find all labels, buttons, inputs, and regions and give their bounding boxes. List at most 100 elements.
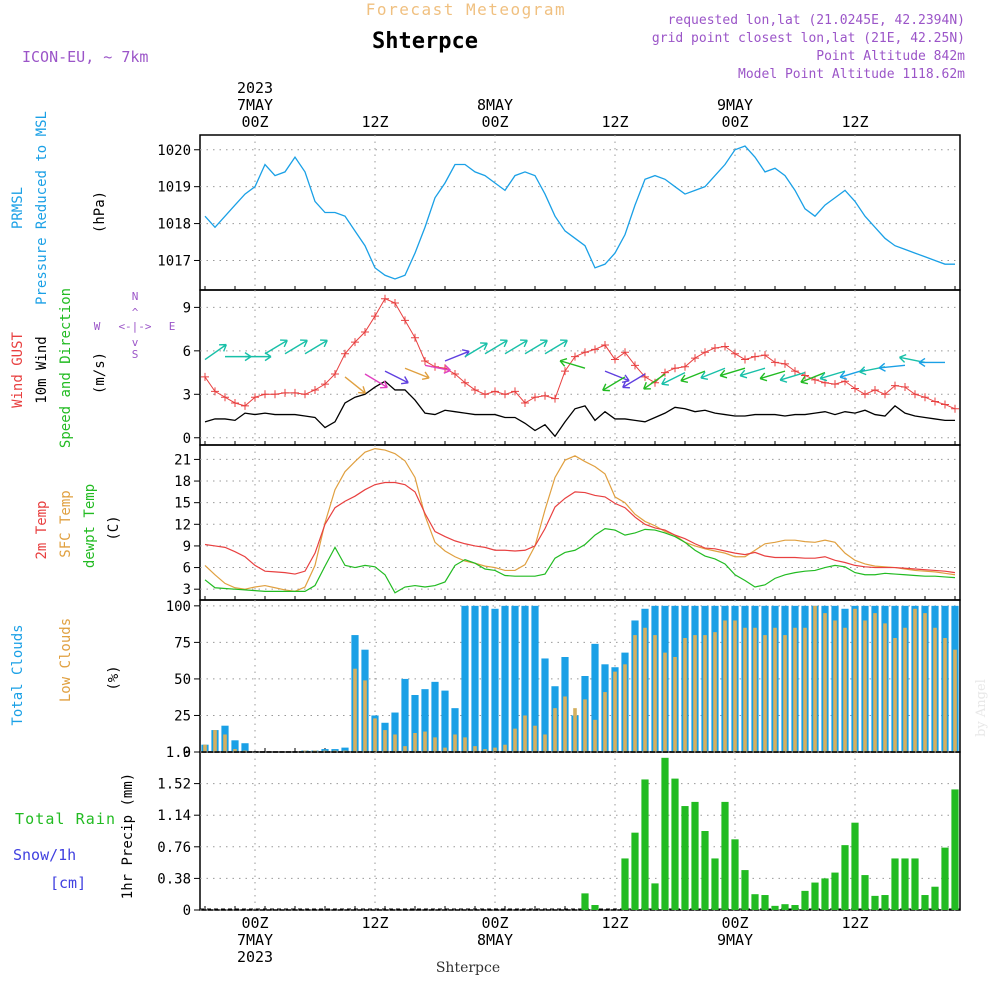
wind-dir-arrow: [264, 339, 288, 355]
time-label: 2023: [237, 79, 273, 97]
gust-marker: [941, 400, 949, 409]
gust-marker: [331, 370, 339, 379]
panel-data: [201, 294, 959, 438]
low-cloud-bar: [873, 613, 877, 752]
wind-labels: Wind GUST 10m Wind Speed and Direction (…: [10, 288, 175, 448]
low-cloud-bar: [643, 627, 647, 752]
gust-marker: [631, 361, 639, 370]
gust-marker: [741, 355, 749, 364]
gust-marker: [401, 316, 409, 325]
snow-label: Snow/1h: [13, 846, 76, 864]
time-label: 00Z: [481, 914, 508, 932]
low-cloud-bar: [793, 627, 797, 752]
temp-unit: (C): [106, 515, 122, 540]
low-cloud-bar: [213, 730, 217, 752]
low-cloud-bar: [693, 635, 697, 752]
temp-dewpt-line: [204, 528, 956, 594]
time-label: 8MAY: [477, 96, 513, 114]
total-cloud-bar: [481, 605, 489, 752]
pressure-unit: (hPa): [92, 191, 108, 233]
wind-dir-arrow: [204, 343, 227, 361]
gust-marker: [611, 355, 619, 364]
gust-marker: [381, 294, 389, 303]
y-tick-label: 6: [183, 344, 191, 360]
gust-marker: [551, 394, 559, 403]
time-label: 8MAY: [477, 931, 513, 949]
gust-marker: [421, 356, 429, 365]
low-cloud-bar: [453, 734, 457, 752]
gust-marker: [711, 343, 719, 352]
wind-dir-arrow: [484, 339, 508, 355]
gust-marker: [241, 401, 249, 410]
low-cloud-bar: [923, 613, 927, 752]
rain-bar: [791, 905, 799, 910]
y-tick-label: 12: [174, 517, 191, 533]
y-tick-label: 50: [174, 672, 191, 688]
gust-marker: [701, 348, 709, 357]
rain-bar: [651, 883, 659, 910]
low-cloud-bar: [363, 680, 367, 752]
gust-marker: [681, 362, 689, 371]
wind-dir-arrow: [918, 357, 945, 368]
gust-marker: [541, 391, 549, 400]
y-tick-label: 9: [183, 300, 191, 316]
gust-marker: [251, 393, 259, 402]
low-cloud-bar: [913, 608, 917, 752]
y-tick-label: 1018: [157, 217, 191, 233]
gust-marker: [861, 390, 869, 399]
low-cloud-bar: [673, 657, 677, 752]
gust-marker: [831, 380, 839, 389]
panel-frame: [199, 444, 961, 601]
pressure-labels: PRMSL Pressure Reduced to MSL (hPa): [10, 111, 108, 305]
wind-dir-arrow: [719, 367, 746, 379]
gust-marker: [901, 383, 909, 392]
low-cloud-bar: [823, 613, 827, 752]
time-label: 9MAY: [717, 96, 753, 114]
y-tick-label: 6: [183, 561, 191, 577]
rain-bar: [911, 858, 919, 910]
total-cloud-bar: [411, 695, 419, 752]
rain-bar: [851, 822, 859, 910]
total-cloud-bar: [531, 605, 539, 752]
low-cloud-bar: [803, 627, 807, 752]
low-cloud-bar: [223, 734, 227, 752]
gust-marker: [761, 351, 769, 360]
gust-marker: [231, 398, 239, 407]
wind-gust-label: Wind GUST: [10, 332, 26, 408]
wind-dir-arrow: [344, 376, 366, 394]
low-cloud-bar: [713, 632, 717, 752]
panel-data: [200, 757, 960, 910]
low-cloud-bar: [863, 620, 867, 752]
low-cloud-bar: [703, 635, 707, 752]
wind-dir-arrow: [622, 373, 646, 389]
total-cloud-bar: [231, 740, 239, 752]
low-cloud-bar: [763, 635, 767, 752]
wind-line: [204, 380, 955, 438]
y-tick-label: 1019: [157, 180, 191, 196]
time-label: 12Z: [601, 914, 628, 932]
total-cloud-bar: [401, 678, 409, 752]
total-cloud-bar: [511, 605, 519, 752]
y-tick-label: 1.52: [157, 777, 191, 793]
low-cloud-bar: [853, 608, 857, 752]
wind-dir-arrow: [759, 370, 786, 382]
gust-marker: [691, 354, 699, 363]
gust-marker: [671, 364, 679, 373]
wind-dir-arrow: [800, 371, 826, 385]
rain-bar: [731, 839, 739, 910]
point-altitude: Point Altitude 842m: [816, 49, 965, 64]
requested-coords: requested lon,lat (21.0245E, 42.2394N): [668, 13, 965, 28]
gust-marker: [731, 349, 739, 358]
y-tick-label: 1020: [157, 143, 191, 159]
gust-marker: [871, 385, 879, 394]
wind-dir-arrow: [245, 352, 272, 362]
panel-frame: [199, 134, 961, 291]
temp-sfc-label: SFC Temp: [58, 490, 74, 557]
panel-4: 0 0.38 0.76 1.14 1.52 1.9: [157, 745, 961, 919]
time-label: 00Z: [721, 113, 748, 131]
gust-marker: [211, 387, 219, 396]
low-cloud-bar: [743, 627, 747, 752]
y-tick-label: 21: [174, 452, 191, 468]
rain-bar: [691, 801, 699, 910]
wind-dir-arrow: [878, 362, 906, 372]
